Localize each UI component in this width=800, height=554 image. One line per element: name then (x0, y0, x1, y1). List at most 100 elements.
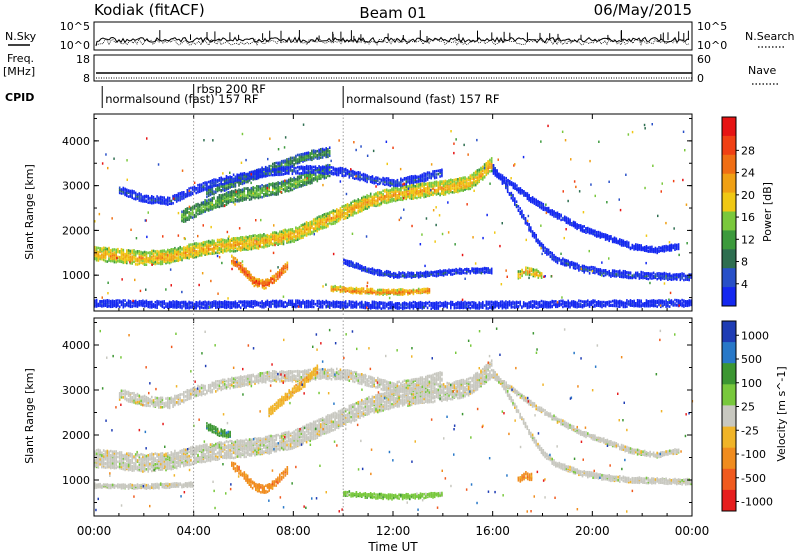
range-cell (290, 232, 292, 235)
range-cell (169, 197, 171, 200)
range-cell (277, 233, 279, 236)
range-cell (279, 231, 281, 234)
range-cell (313, 227, 315, 230)
nsky-strip-frame (94, 22, 692, 50)
range-cell (192, 216, 194, 219)
range-cell (135, 263, 137, 266)
range-cell (197, 243, 199, 246)
range-cell (286, 233, 288, 236)
range-cell (389, 199, 391, 202)
range-cell (459, 182, 461, 185)
range-cell (219, 206, 221, 209)
range-cell (204, 199, 206, 202)
range-cell (491, 157, 493, 160)
range-cell (240, 189, 242, 192)
range-cell (199, 204, 201, 207)
range-cell (185, 247, 187, 250)
range-cell (276, 182, 278, 185)
range-cell (334, 210, 336, 213)
range-cell (130, 250, 132, 253)
range-cell (249, 241, 251, 244)
range-cell (386, 189, 388, 192)
range-cell (235, 176, 237, 179)
range-cell (197, 189, 199, 192)
range-cell (140, 251, 142, 254)
range-cell (201, 190, 203, 193)
range-cell (124, 188, 126, 191)
range-cell (240, 180, 242, 183)
range-cell (124, 256, 126, 259)
range-cell (363, 196, 365, 199)
range-cell (311, 231, 313, 234)
range-cell (381, 191, 383, 194)
range-cell (306, 221, 308, 224)
range-cell (375, 199, 377, 202)
range-cell (317, 175, 319, 178)
range-cell (464, 185, 466, 188)
range-cell (448, 179, 450, 182)
range-cell (272, 243, 274, 246)
range-cell (119, 187, 121, 190)
range-cell (174, 194, 176, 197)
range-cell (219, 187, 221, 190)
range-cell (309, 152, 311, 155)
range-cell (413, 190, 415, 193)
range-cell (422, 185, 424, 188)
range-cell (267, 245, 269, 248)
range-cell (156, 250, 158, 253)
range-cell (188, 244, 190, 247)
range-cell (452, 179, 454, 182)
range-cell (416, 187, 418, 190)
range-cell (195, 250, 197, 253)
range-cell (160, 250, 162, 253)
range-cell (203, 241, 205, 244)
range-cell (418, 183, 420, 186)
range-cell (242, 173, 244, 176)
range-cell (384, 189, 386, 192)
range-cell (165, 250, 167, 253)
range-cell (354, 202, 356, 205)
range-cell (96, 246, 98, 249)
range-cell (357, 203, 359, 206)
range-cell (386, 199, 388, 202)
range-cell (235, 180, 237, 183)
range-cell (288, 158, 290, 161)
range-cell (441, 180, 443, 183)
range-cell (295, 226, 297, 229)
range-cell (293, 230, 295, 233)
nsearch-tick-top: 10^5 (697, 20, 727, 33)
range-cell (98, 251, 100, 254)
range-cell (117, 260, 119, 263)
range-cell (231, 244, 233, 247)
range-cell (155, 255, 157, 258)
range-cell (276, 165, 278, 168)
range-cell (484, 171, 486, 174)
range-cell (201, 207, 203, 210)
range-cell (147, 201, 149, 204)
range-cell (251, 187, 253, 190)
range-cell (201, 254, 203, 257)
nsky-strip: N.Sky 10^5 10^0 10^5 10^0 N.Search (5, 20, 795, 52)
range-cell (459, 177, 461, 180)
range-cell (238, 199, 240, 202)
range-cell (261, 196, 263, 199)
range-cell (256, 235, 258, 238)
range-cell (317, 227, 319, 230)
range-cell (281, 183, 283, 186)
range-cell (226, 243, 228, 246)
range-cell (144, 195, 146, 198)
range-cell (263, 193, 265, 196)
range-cell (258, 170, 260, 173)
range-cell (121, 248, 123, 251)
range-cell (293, 159, 295, 162)
range-cell (288, 241, 290, 244)
range-cell (402, 191, 404, 194)
range-cell (199, 209, 201, 212)
range-cell (388, 189, 390, 192)
range-cell (240, 175, 242, 178)
range-cell (119, 256, 121, 259)
range-cell (233, 174, 235, 177)
range-cell (411, 184, 413, 187)
range-cell (210, 241, 212, 244)
